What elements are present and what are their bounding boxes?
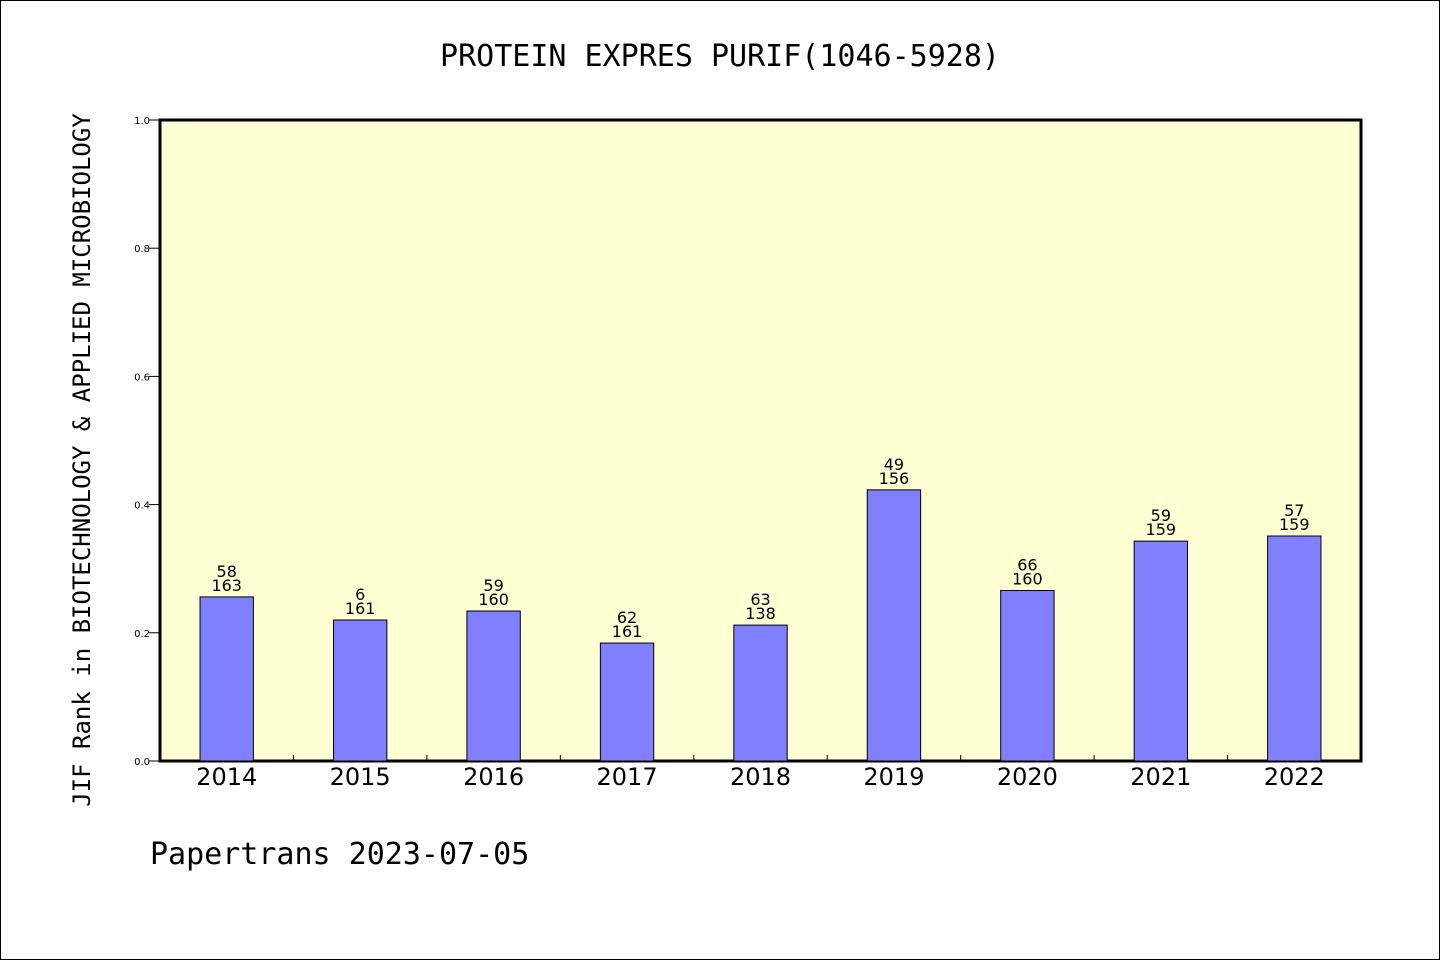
y-tick-label: 0.8 xyxy=(134,244,150,255)
bar-total-label: 160 xyxy=(1012,569,1043,588)
x-tick-label: 2022 xyxy=(1264,763,1325,791)
bar-rank-label: 49 xyxy=(884,455,904,474)
bar-2020 xyxy=(1000,589,1055,762)
x-axis: 2014 2015 2016 2017 2018 2019 2020 2021 2022 xyxy=(196,755,1325,791)
bar-2022 xyxy=(1267,535,1322,762)
bar-total-label: 159 xyxy=(1279,515,1310,534)
bar-rank-label: 63 xyxy=(750,590,770,609)
bar-total-label: 163 xyxy=(211,576,242,595)
bar-2015 xyxy=(332,619,388,762)
y-axis: 0.0 0.2 0.4 0.6 0.8 1.0 xyxy=(134,116,160,768)
y-tick-label: 0.6 xyxy=(134,372,150,383)
bar-2017 xyxy=(599,642,655,762)
bar-total-label: 156 xyxy=(879,469,910,488)
bar-total-label: 160 xyxy=(478,590,509,609)
x-tick-label: 2014 xyxy=(196,763,257,791)
bar-rank-label: 57 xyxy=(1284,501,1304,520)
y-tick-label: 0.2 xyxy=(134,629,150,640)
x-tick-label: 2021 xyxy=(1130,763,1191,791)
bar-2016 xyxy=(466,610,521,762)
bar-total-label: 159 xyxy=(1146,520,1177,539)
bar-2021 xyxy=(1133,540,1189,762)
bar-total-label: 161 xyxy=(345,599,376,618)
bar-rank-label: 59 xyxy=(1151,506,1171,525)
bar-rank-label: 58 xyxy=(217,562,237,581)
x-tick-label: 2019 xyxy=(863,763,924,791)
bar-rank-label: 59 xyxy=(483,576,503,595)
y-tick-label: 1.0 xyxy=(134,116,150,127)
bar-total-label: 138 xyxy=(745,604,776,623)
bar-2014 xyxy=(199,596,254,762)
y-axis-label: JIF Rank in BIOTECHNOLOGY & APPLIED MICR… xyxy=(68,113,96,807)
bar-rank-label: 66 xyxy=(1017,555,1037,574)
bar-2018 xyxy=(733,624,788,762)
x-tick-label: 2016 xyxy=(463,763,524,791)
bar-rank-label: 62 xyxy=(617,608,637,627)
x-tick-label: 2018 xyxy=(730,763,791,791)
y-tick-label: 0.4 xyxy=(134,501,150,512)
chart-title: PROTEIN EXPRES PURIF(1046-5928) xyxy=(440,39,1000,74)
x-tick-label: 2017 xyxy=(597,763,658,791)
bar-series xyxy=(199,489,1322,762)
bar-2019 xyxy=(866,489,922,762)
x-tick-label: 2020 xyxy=(997,763,1058,791)
y-tick-label: 0.0 xyxy=(134,757,150,768)
bar-rank-label: 6 xyxy=(355,585,365,604)
x-tick-label: 2015 xyxy=(330,763,391,791)
footer-text: Papertrans 2023-07-05 xyxy=(150,837,529,872)
bar-total-label: 161 xyxy=(612,622,643,641)
